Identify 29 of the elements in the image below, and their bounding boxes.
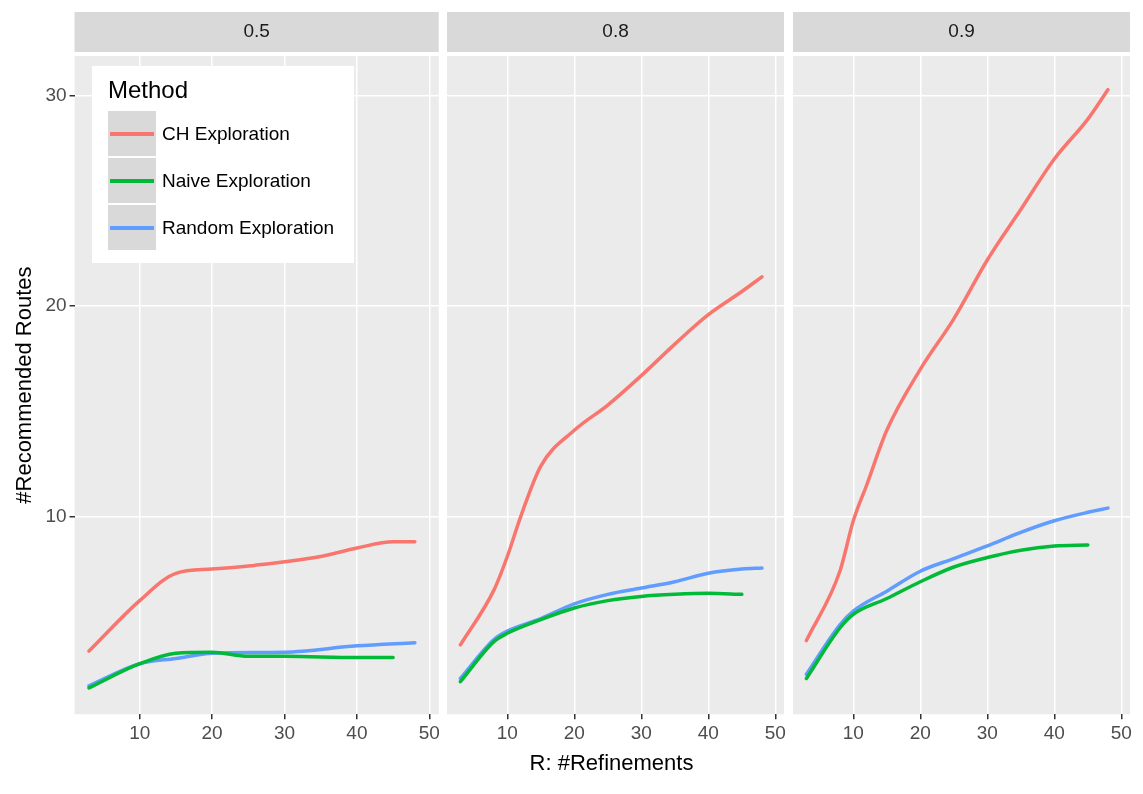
chart-title: 0.5 (243, 20, 270, 42)
legend-label: Random Exploration (162, 216, 335, 239)
x-tick-label: 20 (563, 721, 585, 743)
x-tick-label: 40 (697, 721, 719, 743)
line-series (87, 540, 417, 653)
x-tick-label: 50 (764, 721, 786, 743)
x-tick-label: 40 (1043, 721, 1065, 743)
y-tick-label: 10 (45, 504, 67, 526)
legend-label: Naive Exploration (162, 169, 311, 192)
legend-title: Method (108, 76, 190, 104)
x-tick-label: 50 (1110, 721, 1132, 743)
x-tick-label: 40 (346, 721, 368, 743)
x-tick-label: 10 (129, 721, 151, 743)
x-tick-label: 30 (976, 721, 998, 743)
x-axis-title: R: #Refinements (528, 750, 695, 776)
x-tick-label: 30 (630, 721, 652, 743)
x-tick-label: 10 (496, 721, 518, 743)
legend-label: CH Exploration (162, 122, 290, 145)
chart-title: 0.9 (948, 20, 975, 42)
x-tick-label: 10 (842, 721, 864, 743)
y-tick-label: 20 (45, 294, 67, 316)
x-tick-label: 20 (201, 721, 223, 743)
x-tick-label: 30 (273, 721, 296, 743)
chart-title: 0.8 (602, 20, 629, 42)
x-tick-label: 20 (909, 721, 931, 743)
y-tick-label: 30 (45, 84, 67, 106)
line-series (87, 650, 395, 690)
y-axis-title: #Recommended Routes (11, 266, 37, 504)
x-tick-label: 50 (418, 721, 440, 743)
